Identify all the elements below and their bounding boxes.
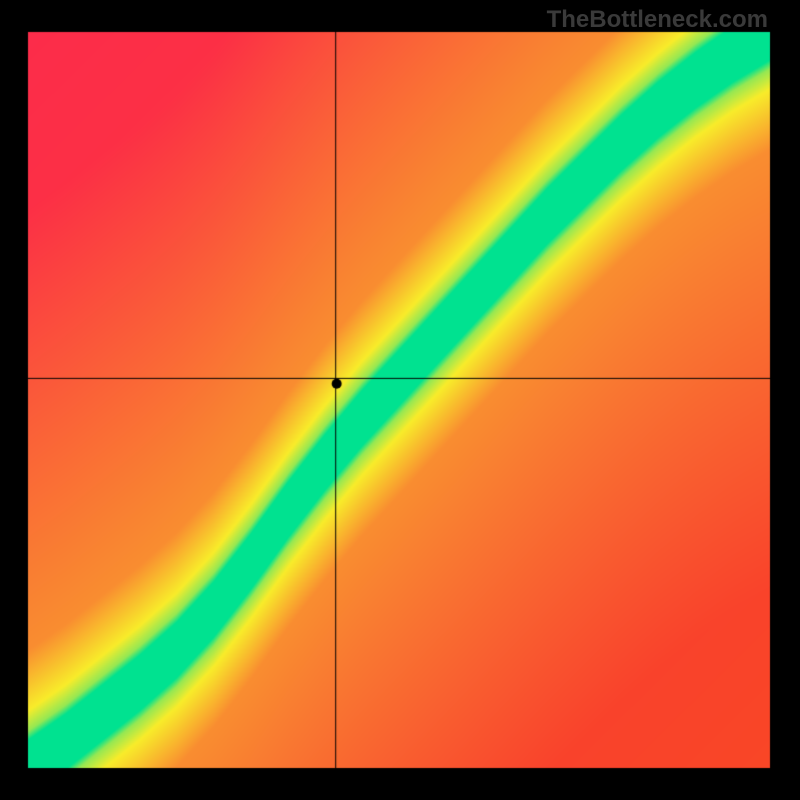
watermark-text: TheBottleneck.com bbox=[547, 6, 768, 34]
heatmap-canvas bbox=[0, 0, 800, 800]
chart-container: TheBottleneck.com bbox=[0, 0, 800, 800]
